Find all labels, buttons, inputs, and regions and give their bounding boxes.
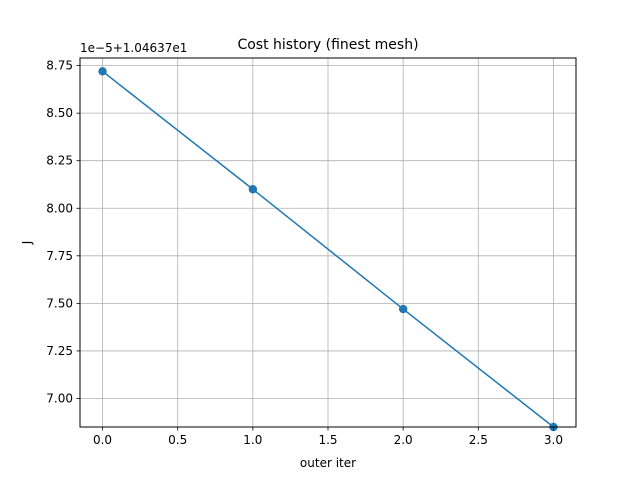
x-tick-label: 1.5 [318,433,337,447]
data-point [398,304,408,314]
x-tick-label: 3.0 [544,433,563,447]
data-point [98,67,107,76]
series-layer [98,67,558,432]
x-tick-label: 0.0 [93,433,112,447]
x-axis-label: outer iter [300,456,356,470]
y-tick-label: 7.50 [46,296,73,310]
y-tick-label: 8.25 [46,154,73,168]
x-tick-label: 2.5 [469,433,488,447]
y-tick-label: 7.00 [46,391,73,405]
y-tick-label: 8.00 [46,201,73,215]
y-tick-label: 7.75 [46,249,73,263]
grid [80,58,576,427]
x-tick-label: 0.5 [168,433,187,447]
series-line [102,70,554,428]
ticks: 0.0 0.5 1.0 1.5 2.0 2.5 3.0 7.00 7.25 7.50 7.75 8.0… [46,59,563,447]
x-tick-label: 2.0 [394,433,413,447]
x-tick-label: 1.0 [243,433,262,447]
chart-title: Cost history (finest mesh) [237,37,418,53]
y-tick-label: 7.25 [46,344,73,358]
data-point [248,185,258,194]
y-axis-offset-label: 1e−5+1.04637e1 [80,41,187,55]
y-tick-label: 8.50 [46,106,73,120]
y-tick-label: 8.75 [46,59,73,73]
y-axis-label: J [20,241,34,246]
